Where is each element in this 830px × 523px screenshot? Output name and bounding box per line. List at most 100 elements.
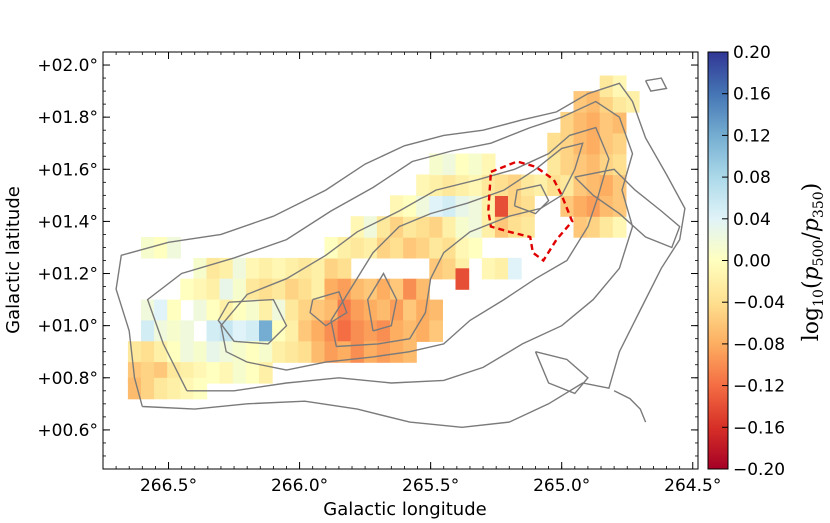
heatmap-cell <box>573 216 588 238</box>
y-tick-label: +01.2° <box>37 265 98 285</box>
colorbar-tick-label: −0.04 <box>733 293 785 313</box>
heatmap-cell <box>232 257 247 280</box>
colorbar-tick-label: 0.16 <box>733 85 771 105</box>
heatmap-cell <box>206 320 221 342</box>
heatmap-cell <box>154 237 168 259</box>
y-tick-label: +01.8° <box>37 108 98 128</box>
heatmap-cell <box>141 341 155 363</box>
heatmap-cell <box>324 299 339 322</box>
heatmap-cell <box>468 216 483 238</box>
heatmap-cell <box>285 341 299 363</box>
heatmap-cell <box>350 299 365 322</box>
colorbar-tick-label: −0.12 <box>733 377 785 397</box>
heatmap-cell <box>245 278 260 301</box>
heatmap-cell <box>154 377 168 400</box>
colorbar-title-p1: p <box>799 266 824 280</box>
heatmap-cells <box>127 75 640 400</box>
colorbar-title-den: 350 <box>811 191 827 218</box>
colorbar-tick-label: 0.20 <box>733 43 771 63</box>
heatmap-cell <box>429 153 443 176</box>
heatmap-cell <box>442 216 457 238</box>
heatmap-cell <box>429 237 443 259</box>
heatmap-cell <box>337 278 352 301</box>
heatmap-cell <box>298 257 312 280</box>
heatmap-cell <box>363 299 378 322</box>
heatmap-cell <box>573 195 588 217</box>
heatmap-cell <box>259 257 273 280</box>
heatmap-cell <box>219 257 234 280</box>
y-tick-label: +00.8° <box>37 369 98 389</box>
heatmap-cell <box>376 237 391 259</box>
heatmap-cell <box>350 320 365 342</box>
colorbar-tick-label: −0.08 <box>733 335 785 355</box>
heatmap-cell <box>612 132 627 155</box>
heatmap-cell <box>219 278 234 301</box>
dashed-region-outline <box>487 160 574 263</box>
heatmap-cell <box>311 299 326 322</box>
heatmap-cell <box>586 216 601 238</box>
heatmap-cell <box>547 132 561 155</box>
heatmap-cell <box>403 195 417 217</box>
heatmap-cell <box>337 320 352 342</box>
heatmap-cell <box>455 153 470 176</box>
heatmap-cell <box>429 216 443 238</box>
heatmap-cell <box>599 216 614 238</box>
colorbar-title-slash: / <box>799 232 824 240</box>
colorbar-title-base: 10 <box>811 289 827 307</box>
y-tick-label: +00.6° <box>37 421 98 441</box>
contour-line <box>115 82 686 429</box>
heatmap-cell <box>232 362 247 384</box>
contour-line <box>146 100 634 392</box>
colorbar-tick-label: 0.12 <box>733 126 771 146</box>
heatmap-cell <box>455 174 470 196</box>
contour-line <box>574 168 681 249</box>
heatmap-cell <box>612 153 627 176</box>
heatmap-cell <box>612 75 627 97</box>
contour-lines <box>115 77 686 429</box>
heatmap-cell <box>599 111 614 134</box>
heatmap-cell <box>403 299 417 322</box>
x-axis-ticks: 266.5° 266.0° 265.5° 265.0° 264.5° <box>115 52 721 496</box>
heatmap-cell <box>219 362 234 384</box>
colorbar-ticks: 0.20 0.16 0.12 0.08 0.04 0.00 −0.04 −0.08 −0.12 −… <box>722 43 785 480</box>
colorbar-title-p2: p <box>799 218 824 232</box>
heatmap-cell <box>573 153 588 176</box>
heatmap-cell <box>390 195 404 217</box>
heatmap-cell <box>180 278 194 301</box>
heatmap-cell <box>232 341 247 363</box>
heatmap-cell <box>285 299 299 322</box>
heatmap-cell <box>560 111 575 134</box>
heatmap-cell <box>573 111 588 134</box>
heatmap-cell <box>442 257 457 280</box>
heatmap-cell <box>363 216 378 238</box>
heatmap-cell <box>416 237 430 259</box>
heatmap-cell <box>416 278 430 301</box>
contour-line <box>644 77 668 92</box>
heatmap-cell <box>521 174 535 196</box>
heatmap-cell <box>272 278 286 301</box>
colorbar-title-close: ) <box>799 183 824 192</box>
heatmap-cell <box>390 341 404 363</box>
heatmap-cell <box>206 362 221 384</box>
heatmap-cell <box>455 216 470 238</box>
heatmap-cell <box>547 174 561 196</box>
contour-line <box>534 351 589 395</box>
heatmap-cell <box>586 132 601 155</box>
colorbar-tick-label: 0.04 <box>733 210 771 230</box>
heatmap-cell <box>206 257 221 280</box>
heatmap-cell <box>508 257 522 280</box>
y-axis-ticks: +00.6° +00.8° +01.0° +01.2° +01.4° +01.6° +01.… <box>37 56 698 457</box>
heatmap-cell <box>141 377 155 400</box>
colorbar-tick-label: −0.20 <box>733 460 785 480</box>
heatmap-cell <box>586 153 601 176</box>
contour-line <box>220 126 610 371</box>
heatmap-cell <box>403 320 417 342</box>
heatmap-cell <box>481 153 496 176</box>
heatmap-cell <box>337 257 352 280</box>
heatmap-cell <box>285 278 299 301</box>
heatmap-cell <box>167 377 181 400</box>
heatmap-cell <box>403 278 417 301</box>
heatmap-cell <box>442 153 457 176</box>
heatmap-cell <box>560 153 575 176</box>
heatmap-cell <box>193 278 208 301</box>
